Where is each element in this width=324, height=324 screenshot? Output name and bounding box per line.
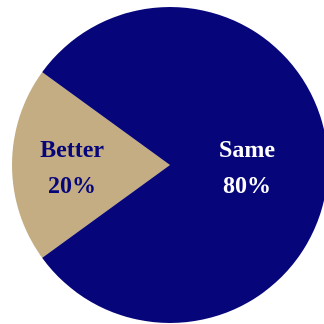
slice-label-name: Better <box>40 137 104 163</box>
slice-label-name: Same <box>219 137 275 163</box>
slices-layer <box>12 7 324 323</box>
pie-slice-same <box>42 7 324 323</box>
slice-label-better: Better 20% <box>40 137 104 199</box>
slice-label-value: 20% <box>48 173 96 199</box>
slice-label-same: Same 80% <box>219 137 275 199</box>
labels-layer: Better 20% Same 80% <box>40 137 275 199</box>
slice-label-value: 80% <box>223 173 271 199</box>
pie-slice-better <box>12 72 171 258</box>
